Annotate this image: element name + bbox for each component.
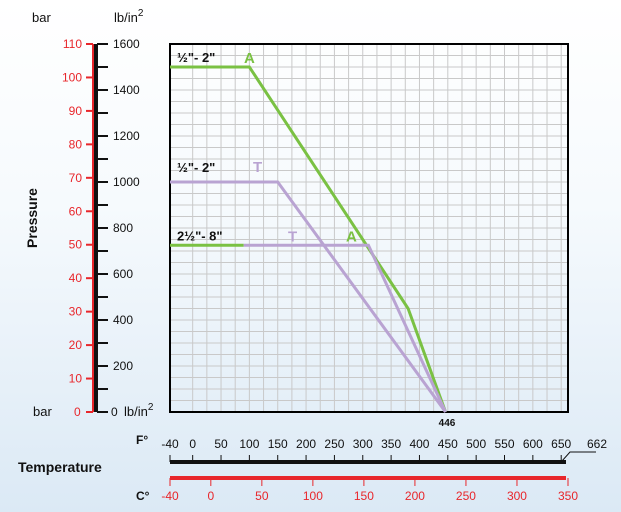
psi-tick-label: 1600 [113,37,140,51]
fahrenheit-scale-end [561,451,596,462]
bar-tick-label: 80 [69,137,83,151]
bar-tick-label: 30 [69,305,83,319]
series-marker-label: A [346,228,357,245]
x-ticks: -40 0 50 100 150 200 250 300 350 400 450 500 550 600 6… [161,437,607,503]
fahrenheit-tick-label: 50 [214,437,228,451]
celsius-tick-label: 50 [255,489,269,503]
series-marker-label: A [244,50,255,67]
fahrenheit-tick-label: 300 [353,437,373,451]
plot-frame [169,43,569,413]
psi-tick-label: 1200 [113,129,140,143]
fahrenheit-end-tick-label: 662 [587,437,607,451]
series-line-1 [170,180,447,413]
series-marker-label: T [253,159,262,176]
fahrenheit-tick-label: 200 [296,437,316,451]
psi-zero-unit-label: lb/in2 [124,402,154,419]
series-lines [170,65,447,413]
y-ticks: 0 10 20 30 40 50 60 70 80 90 100 110 0 200 400 600 800 10… [62,37,140,419]
psi-tick-label: 0 [111,405,118,419]
fahrenheit-tick-label: 550 [494,437,514,451]
series-size-label: ½"- 2" [177,160,215,175]
celsius-tick-label: 200 [405,489,425,503]
fahrenheit-label: F° [136,433,148,447]
celsius-tick-label: 0 [207,489,214,503]
psi-axis-line [94,44,98,412]
fahrenheit-tick-label: 150 [268,437,288,451]
max-temperature-marker: 446 [439,418,456,429]
series-line-segment [243,243,447,413]
fahrenheit-tick-label: 600 [523,437,543,451]
celsius-tick-label: 250 [456,489,476,503]
bar-tick-label: 40 [69,271,83,285]
y-axis-title: Pressure [24,188,40,248]
bar-tick-label: 20 [69,338,83,352]
fahrenheit-tick-label: 350 [381,437,401,451]
bar-tick-label: 70 [69,171,83,185]
psi-tick-label: 600 [113,267,133,281]
fahrenheit-scale-line [170,460,566,464]
celsius-tick-label: 150 [354,489,374,503]
psi-tick-label: 1000 [113,175,140,189]
series-labels: ½"- 2" A ½"- 2" T 2½"- 8" T A [177,50,357,245]
series-line-0 [170,65,447,413]
fahrenheit-tick-label: 250 [324,437,344,451]
celsius-scale-line [170,476,566,480]
bar-tick-label: 60 [69,204,83,218]
series-size-label: 2½"- 8" [177,228,223,243]
bar-unit-label: bar [32,10,51,25]
fahrenheit-tick-label: 500 [466,437,486,451]
grid [170,44,568,412]
celsius-label: C° [136,489,150,503]
series-marker-label: T [288,228,297,245]
psi-tick-label: 1400 [113,83,140,97]
bar-tick-label: 100 [62,70,82,84]
fahrenheit-tick-label: 400 [409,437,429,451]
series-size-label: ½"- 2" [177,50,215,65]
bar-zero-unit-label: bar [33,404,52,419]
celsius-tick-label: 350 [558,489,578,503]
fahrenheit-tick-label: 450 [438,437,458,451]
psi-tick-label: 400 [113,313,133,327]
celsius-tick-label: 100 [303,489,323,503]
bar-tick-label: 90 [69,104,83,118]
fahrenheit-tick-label: 650 [551,437,571,451]
celsius-tick-label: -40 [161,489,179,503]
bar-tick-label: 0 [74,405,81,419]
psi-unit-label: lb/in2 [114,8,144,25]
psi-tick-label: 800 [113,221,133,235]
bar-tick-label: 50 [69,238,83,252]
fahrenheit-tick-label: 100 [239,437,259,451]
celsius-tick-label: 300 [507,489,527,503]
bar-tick-label: 110 [63,37,82,51]
psi-tick-label: 200 [113,359,133,373]
bar-tick-label: 10 [69,372,83,386]
x-axis-title: Temperature [18,459,102,475]
fahrenheit-tick-label: -40 [161,437,179,451]
fahrenheit-tick-label: 0 [189,437,196,451]
